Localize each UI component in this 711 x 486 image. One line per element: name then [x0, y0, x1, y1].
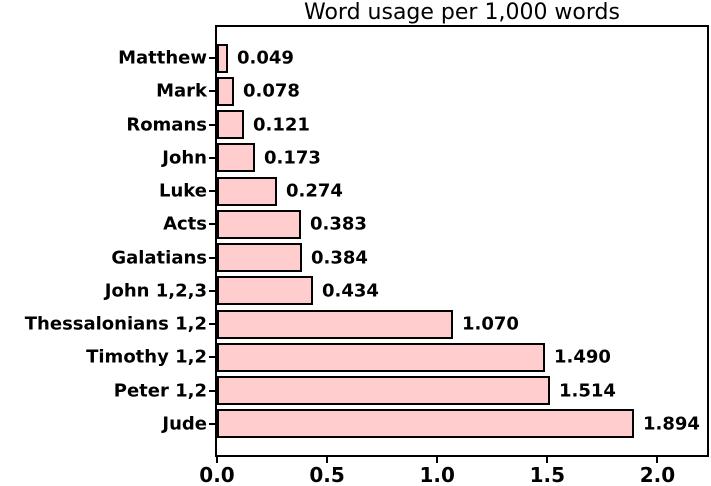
y-axis-category-label: Luke	[159, 180, 207, 202]
y-axis-tick	[209, 356, 215, 359]
bar-value-label: 0.384	[311, 247, 368, 269]
bar	[217, 209, 301, 239]
bar-value-label: 0.173	[264, 147, 321, 169]
bar-value-label: 0.383	[310, 213, 367, 235]
x-axis-tick-label: 1.0	[419, 463, 455, 486]
y-axis-tick	[209, 256, 215, 259]
y-axis-category-label: Romans	[126, 114, 207, 136]
x-axis-tick-label: 0.5	[309, 463, 345, 486]
x-axis-tick	[656, 457, 659, 463]
bar	[217, 143, 255, 173]
y-axis-tick	[209, 422, 215, 425]
bar-value-label: 1.070	[462, 313, 519, 335]
y-axis-tick	[209, 223, 215, 226]
y-axis-category-label: Acts	[163, 213, 207, 235]
y-axis-category-label: John	[162, 147, 207, 169]
bar	[217, 243, 302, 273]
y-axis-category-label: John 1,2,3	[104, 280, 207, 302]
y-axis-tick	[209, 57, 215, 60]
bar-value-label: 0.078	[243, 80, 300, 102]
y-axis-tick	[209, 156, 215, 159]
x-axis-tick	[436, 457, 439, 463]
y-axis-tick	[209, 389, 215, 392]
plot-area: 0.049 0.078 0.121 0.173 0.274 0.383 0.384 0.434…	[215, 25, 709, 457]
chart-title: Word usage per 1,000 words	[304, 0, 620, 25]
y-axis-category-label: Mark	[156, 80, 207, 102]
y-axis-category-label: Thessalonians 1,2	[24, 313, 207, 335]
x-axis-tick-label: 0.0	[199, 463, 235, 486]
y-axis-tick	[209, 190, 215, 193]
y-axis-tick	[209, 289, 215, 292]
bar	[217, 309, 453, 339]
y-axis-tick	[209, 123, 215, 126]
bar	[217, 43, 228, 73]
bar	[217, 409, 634, 439]
bar-value-label: 1.894	[643, 413, 700, 435]
x-axis-tick-label: 2.0	[639, 463, 676, 486]
bar-value-label: 0.434	[322, 280, 379, 302]
y-axis-category-label: Timothy 1,2	[86, 346, 207, 368]
bar-value-label: 0.121	[253, 114, 310, 136]
bar-value-label: 0.274	[286, 180, 343, 202]
y-axis-category-label: Galatians	[111, 247, 207, 269]
x-axis-tick	[326, 457, 329, 463]
y-axis-category-label: Peter 1,2	[113, 380, 207, 402]
y-axis-tick	[209, 323, 215, 326]
bar	[217, 176, 277, 206]
bar-value-label: 1.514	[559, 380, 616, 402]
y-axis-category-label: Jude	[162, 413, 207, 435]
bar	[217, 376, 550, 406]
y-axis-tick	[209, 90, 215, 93]
bar	[217, 276, 313, 306]
bar	[217, 110, 244, 140]
x-axis-tick	[216, 457, 218, 463]
x-axis-tick-label: 1.5	[529, 463, 566, 486]
bar	[217, 342, 545, 372]
bar-value-label: 1.490	[554, 346, 611, 368]
y-axis-category-label: Matthew	[118, 47, 207, 69]
bar-value-label: 0.049	[237, 47, 294, 69]
x-axis-tick	[546, 457, 549, 463]
bar	[217, 76, 234, 106]
